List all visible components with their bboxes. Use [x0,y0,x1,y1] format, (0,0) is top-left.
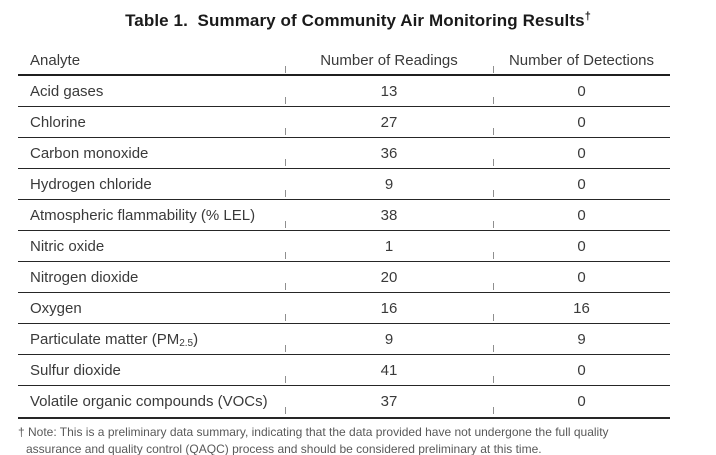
table-body: Acid gases 13 0 Chlorine 27 0 Carbon mon… [18,76,670,419]
readings-cell: 9 [285,176,493,197]
table-title-text: Table 1. Summary of Community Air Monito… [125,11,585,30]
readings-cell: 27 [285,114,493,135]
readings-cell: 36 [285,145,493,166]
table-title: Table 1. Summary of Community Air Monito… [0,0,716,31]
table-row: Nitric oxide 1 0 [18,231,670,262]
analyte-cell: Oxygen [30,299,82,317]
analyte-cell: Hydrogen chloride [30,175,152,193]
readings-cell: 38 [285,207,493,228]
detections-cell: 0 [493,83,670,104]
table-row: Volatile organic compounds (VOCs) 37 0 [18,386,670,419]
table-row: Carbon monoxide 36 0 [18,138,670,169]
table-row: Chlorine 27 0 [18,107,670,138]
readings-cell: 20 [285,269,493,290]
detections-cell: 9 [493,331,670,352]
detections-cell: 0 [493,269,670,290]
detections-cell: 0 [493,393,670,414]
table-row: Particulate matter (PM2.5) 9 9 [18,324,670,355]
analyte-cell: Acid gases [30,82,104,100]
analyte-cell: Chlorine [30,113,86,131]
readings-cell: 37 [285,393,493,414]
column-header-analyte: Analyte [30,52,81,69]
analyte-cell: Sulfur dioxide [30,361,121,379]
readings-cell: 1 [285,238,493,259]
detections-cell: 0 [493,176,670,197]
readings-cell: 13 [285,83,493,104]
table-row: Nitrogen dioxide 20 0 [18,262,670,293]
column-header-readings: Number of Readings [285,52,493,73]
footnote-line-1: † Note: This is a preliminary data summa… [18,425,609,439]
detections-cell: 0 [493,145,670,166]
table-row: Acid gases 13 0 [18,76,670,107]
footnote: † Note: This is a preliminary data summa… [18,424,678,455]
table-row: Sulfur dioxide 41 0 [18,355,670,386]
analyte-cell: Particulate matter (PM2.5) [30,330,199,349]
readings-cell: 16 [285,300,493,321]
detections-cell: 0 [493,238,670,259]
analyte-cell: Nitrogen dioxide [30,268,139,286]
footnote-line-2: assurance and quality control (QAQC) pro… [26,442,542,455]
table-row: Hydrogen chloride 9 0 [18,169,670,200]
detections-cell: 0 [493,207,670,228]
analyte-cell: Carbon monoxide [30,144,149,162]
table-row: Oxygen 16 16 [18,293,670,324]
results-table: Analyte Number of Readings Number of Det… [18,47,670,419]
title-dagger: † [584,10,591,23]
detections-cell: 0 [493,362,670,383]
analyte-cell: Nitric oxide [30,237,105,255]
readings-cell: 41 [285,362,493,383]
table-row: Atmospheric flammability (% LEL) 38 0 [18,200,670,231]
header-row: Analyte Number of Readings Number of Det… [18,47,670,76]
detections-cell: 0 [493,114,670,135]
readings-cell: 9 [285,331,493,352]
analyte-cell: Volatile organic compounds (VOCs) [30,393,268,410]
column-header-detections: Number of Detections [493,52,670,73]
detections-cell: 16 [493,300,670,321]
analyte-cell: Atmospheric flammability (% LEL) [30,206,256,224]
